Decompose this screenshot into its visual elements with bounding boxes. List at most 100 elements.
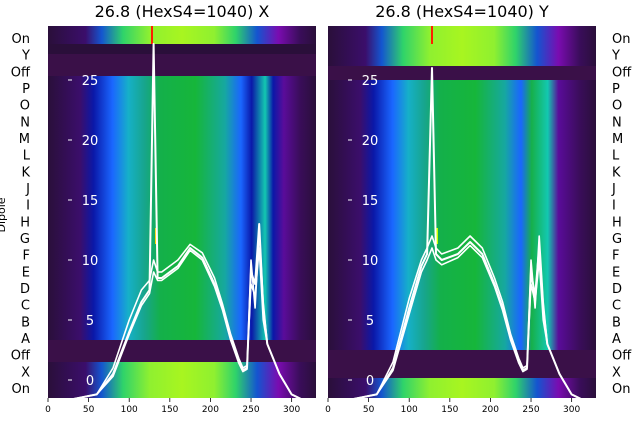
- dipole-region: [48, 76, 316, 340]
- x-tick-label: 150: [161, 405, 178, 415]
- dipole-label: L: [23, 149, 31, 164]
- x-tick-label: 0: [45, 405, 51, 415]
- dipole-label: Y: [611, 49, 620, 64]
- dipole-label: On: [612, 32, 630, 47]
- x-tick-label: 150: [441, 405, 458, 415]
- dipole-label: E: [22, 265, 30, 280]
- y-tick-label: 0: [86, 374, 94, 389]
- dipole-label: Off: [612, 65, 632, 80]
- dipole-label: K: [21, 165, 30, 180]
- x-ticks: 0 50 100 150 200 250 300: [325, 398, 580, 415]
- dipole-label: J: [611, 182, 616, 197]
- line-layer: [327, 67, 597, 408]
- top-y-band: [48, 44, 316, 54]
- dipole-label: O: [612, 99, 622, 114]
- y-tick-label: 15: [82, 194, 99, 209]
- dipole-label: H: [20, 215, 30, 230]
- y-tick-label: 20: [82, 134, 99, 149]
- y-ticks: 0 5 10 15 20 25: [68, 74, 98, 389]
- panel-y: 0 50 100 150 200 250 300 0 5 10 15 20 25 26.8 (HexS…: [325, 2, 632, 415]
- panel-title: 26.8 (HexS4=1040) X: [95, 2, 270, 21]
- dipole-label: X: [612, 365, 621, 380]
- y-tick-label: 10: [362, 254, 379, 269]
- x-ticks: 0 50 100 150 200 250 300: [45, 398, 300, 415]
- dipole-label: On: [12, 32, 30, 47]
- dipole-label: H: [612, 215, 622, 230]
- dipole-label: A: [21, 332, 30, 347]
- dipole-label: On: [12, 382, 30, 397]
- x-tick-label: 250: [242, 405, 259, 415]
- dipole-label: E: [612, 265, 620, 280]
- dipole-label: On: [612, 382, 630, 397]
- dipole-label: C: [21, 299, 30, 314]
- y-tick-label: 10: [82, 254, 99, 269]
- series-line: [327, 235, 597, 408]
- dipole-label: B: [612, 315, 621, 330]
- y-tick-label: 5: [366, 314, 374, 329]
- bottom-on-band: [328, 378, 596, 398]
- dipole-label: B: [21, 315, 30, 330]
- x-tick-label: 200: [202, 405, 219, 415]
- y-ticks: 0 5 10 15 20 25: [348, 74, 378, 389]
- series-line: [47, 243, 317, 408]
- y-tick-label: 25: [362, 74, 379, 89]
- top-on-band: [48, 26, 316, 44]
- top-off-band: [328, 66, 596, 80]
- hot-mark: [151, 26, 153, 44]
- dipole-label: F: [612, 249, 619, 264]
- dipole-label: N: [20, 115, 30, 130]
- dipole-label: A: [612, 332, 621, 347]
- dipole-label: X: [21, 365, 30, 380]
- dipole-label: P: [612, 82, 620, 97]
- y-tick-label: 0: [366, 374, 374, 389]
- dipole-label: G: [612, 232, 622, 247]
- line-layer: [47, 43, 317, 408]
- series-line: [47, 229, 317, 408]
- dipole-label: K: [612, 165, 621, 180]
- hot-mark: [431, 26, 433, 44]
- dipole-label: J: [25, 182, 30, 197]
- dipole-label: P: [22, 82, 30, 97]
- dipole-label: D: [612, 282, 622, 297]
- dipole-label: D: [20, 282, 30, 297]
- dipole-label: G: [20, 232, 30, 247]
- dipole-label: N: [612, 115, 622, 130]
- y-tick-label: 20: [362, 134, 379, 149]
- dipole-region: [328, 80, 596, 350]
- dipole-label: Off: [612, 349, 632, 364]
- x-tick-label: 300: [563, 405, 580, 415]
- dipole-label: Off: [11, 65, 31, 80]
- series-line: [327, 235, 597, 408]
- top-off-band: [48, 54, 316, 76]
- x-tick-label: 250: [522, 405, 539, 415]
- dipole-label: F: [23, 249, 30, 264]
- bottom-on-band: [48, 362, 316, 398]
- dipole-label: Off: [11, 349, 31, 364]
- y-tick-label: 5: [86, 314, 94, 329]
- x-tick-label: 100: [401, 405, 418, 415]
- x-tick-label: 50: [363, 405, 375, 415]
- dipole-label: C: [612, 299, 621, 314]
- y-axis-label: Dipole: [0, 197, 8, 232]
- x-tick-label: 200: [482, 405, 499, 415]
- dipole-label: Y: [21, 49, 30, 64]
- dipole-label: I: [612, 199, 616, 214]
- panel-x: 0 50 100 150 200 250 300 0 5 10 15 20 25 26.8 (HexS…: [0, 2, 317, 415]
- top-on-band: [328, 26, 596, 66]
- x-tick-label: 50: [83, 405, 95, 415]
- dipole-label: M: [19, 132, 30, 147]
- x-tick-label: 300: [283, 405, 300, 415]
- dipole-label: M: [612, 132, 623, 147]
- dipole-label: L: [612, 149, 620, 164]
- panel-title: 26.8 (HexS4=1040) Y: [375, 2, 549, 21]
- dipole-label: I: [26, 199, 30, 214]
- dipole-label: O: [20, 99, 30, 114]
- x-tick-label: 0: [325, 405, 331, 415]
- y-tick-label: 25: [82, 74, 99, 89]
- x-tick-label: 100: [121, 405, 138, 415]
- y-tick-label: 15: [362, 194, 379, 209]
- bottom-off-band: [48, 340, 316, 362]
